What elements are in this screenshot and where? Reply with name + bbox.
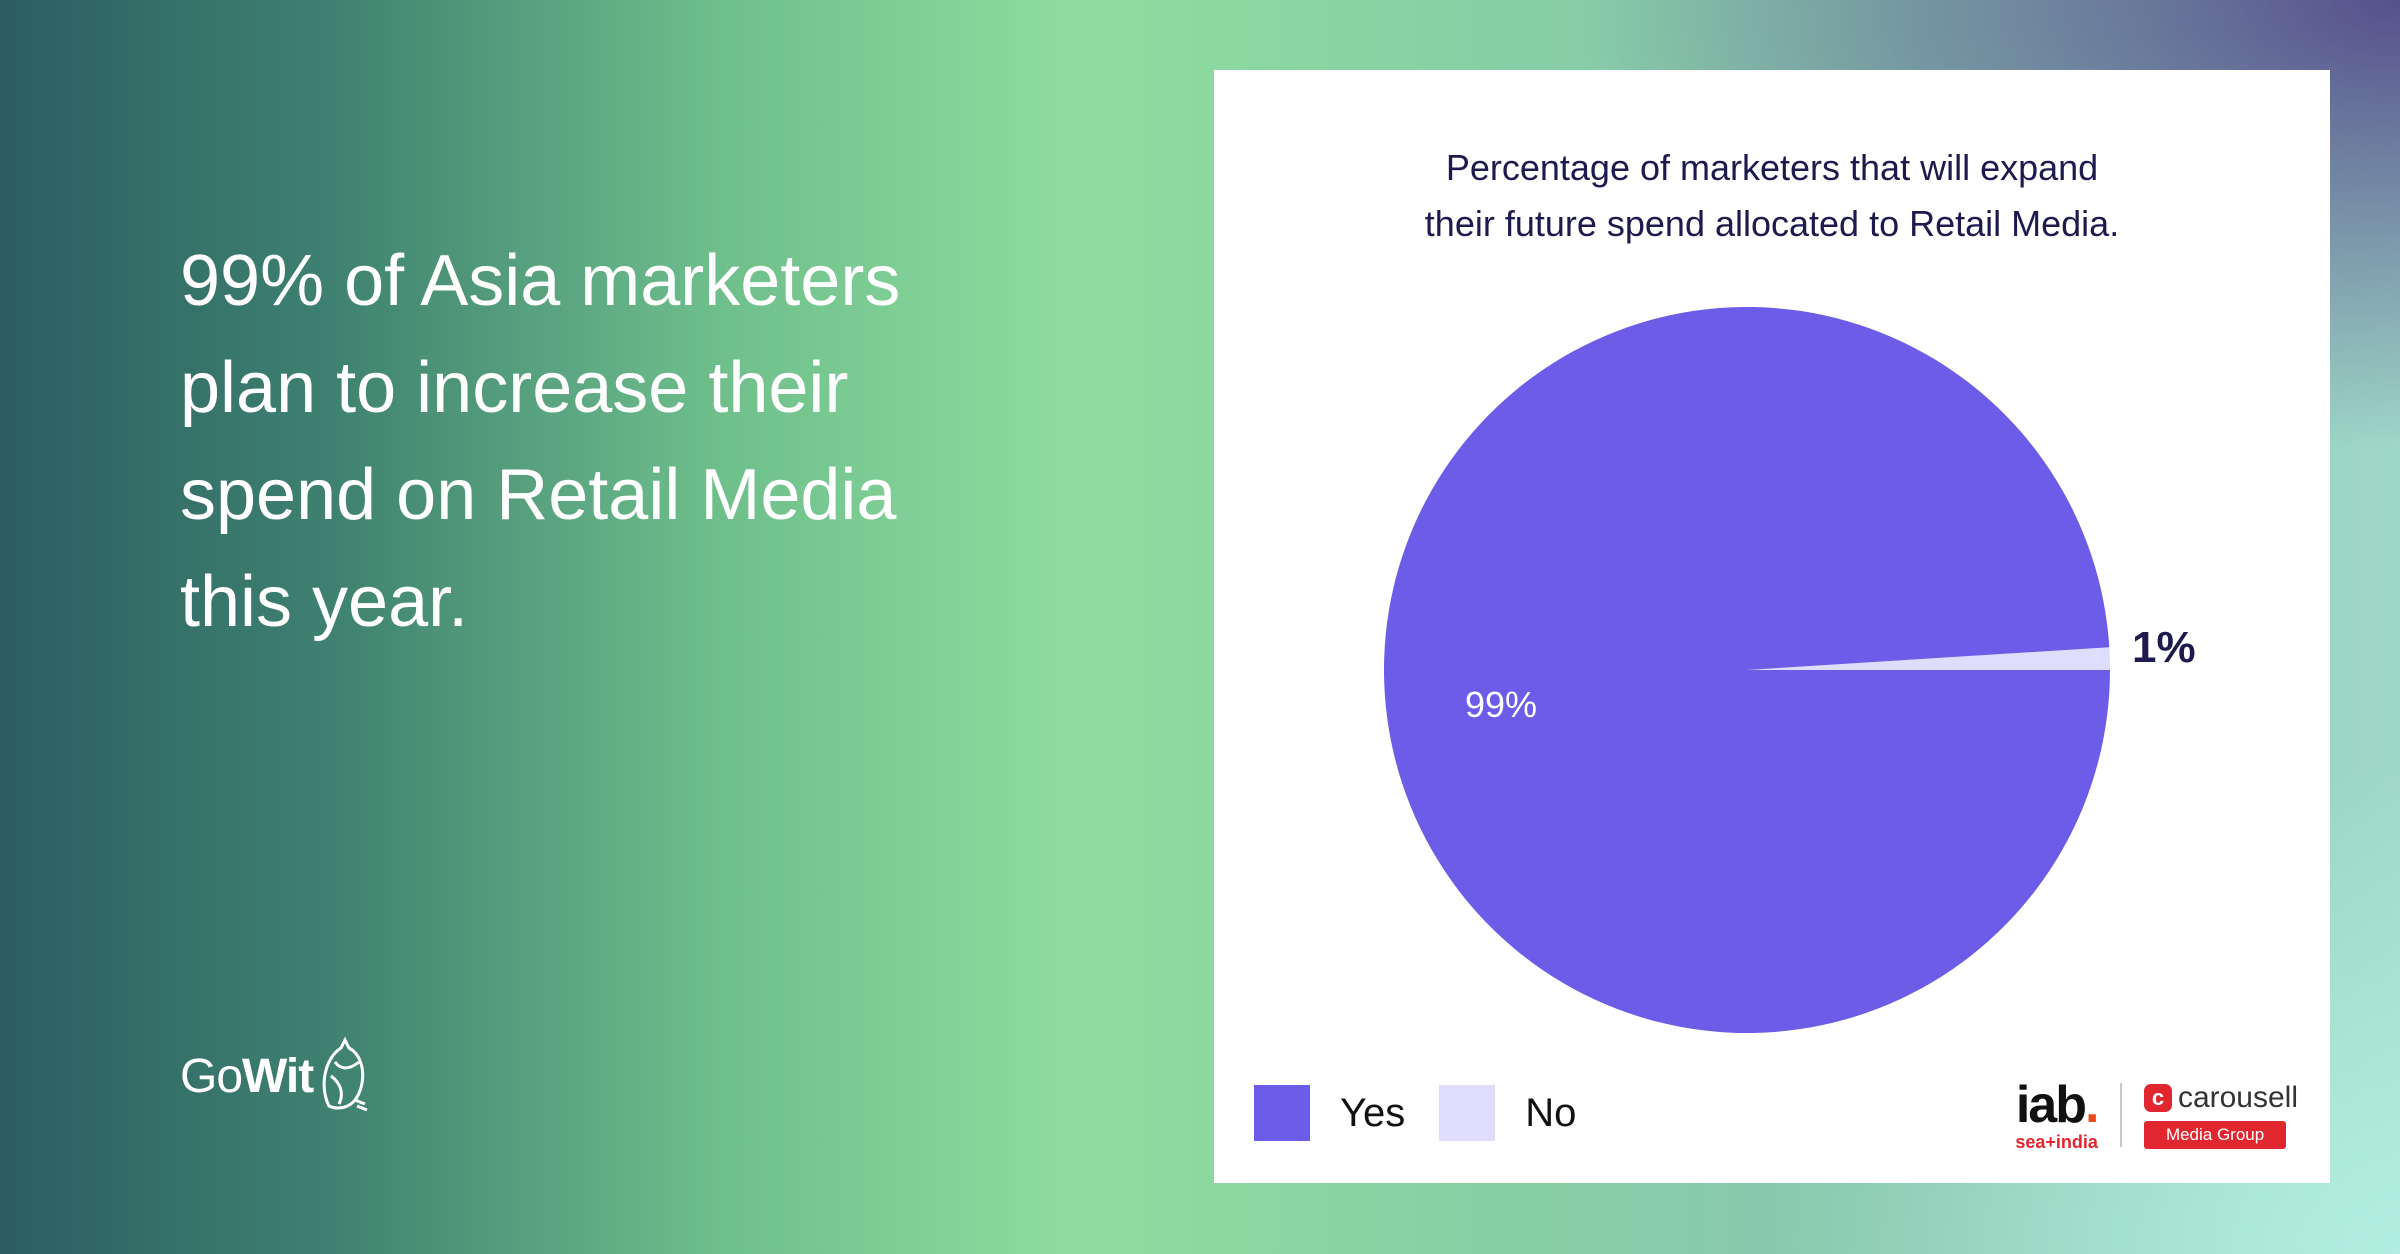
iab-logo: iab. sea+india — [2015, 1076, 2100, 1152]
legend-label-no: No — [1525, 1090, 1577, 1135]
gowit-logo: GoWit — [180, 1036, 375, 1116]
legend-item-no: No — [1439, 1085, 1576, 1141]
iab-logo-sub: sea+india — [2015, 1132, 2098, 1152]
headline-line: 99% of Asia marketers — [180, 241, 901, 321]
carousell-icon: c — [2143, 1084, 2172, 1112]
legend-swatch-no — [1439, 1085, 1496, 1141]
chart-title-line: Percentage of marketers that will expand — [1445, 147, 2099, 188]
carousell-logo-top: c carousell — [2143, 1081, 2298, 1115]
headline: 99% of Asia marketers plan to increase t… — [180, 228, 1080, 656]
gowit-logo-bold: Wit — [242, 1049, 314, 1103]
logo-divider — [2119, 1083, 2122, 1147]
legend-item-yes: Yes — [1254, 1085, 1405, 1141]
carousell-logo: c carousell Media Group — [2143, 1081, 2298, 1149]
headline-line: this year. — [180, 562, 469, 642]
legend-label-yes: Yes — [1340, 1090, 1406, 1135]
carousell-media-group-badge: Media Group — [2143, 1121, 2287, 1149]
legend-swatch-yes — [1254, 1085, 1310, 1141]
iab-logo-letters: iab — [2015, 1076, 2087, 1134]
data-label-no: 1% — [2132, 623, 2196, 672]
chart-legend: Yes No — [1254, 1085, 1610, 1141]
headline-line: spend on Retail Media — [180, 455, 897, 535]
data-label-yes: 99% — [1465, 684, 1537, 725]
chart-title: Percentage of marketers that will expand… — [1214, 140, 2330, 252]
gowit-logo-light: Go — [180, 1049, 243, 1103]
chart-title-line: their future spend allocated to Retail M… — [1424, 203, 2120, 244]
iab-logo-dot: . — [2085, 1076, 2100, 1134]
pie-chart: 99% 1% — [1384, 307, 2196, 1034]
partner-logos: iab. sea+india c carousell Media Group — [2015, 1076, 2298, 1152]
headline-line: plan to increase their — [180, 348, 849, 428]
carousell-logo-word: carousell — [2177, 1081, 2298, 1114]
pie-slice-yes — [1384, 307, 2110, 1034]
chart-card: Percentage of marketers that will expand… — [1214, 70, 2330, 1183]
iab-logo-word: iab. — [2015, 1076, 2100, 1134]
pie-slice-no — [1747, 647, 2110, 670]
owl-icon — [322, 1036, 368, 1112]
gowit-logo-text: GoWit — [180, 1049, 314, 1104]
